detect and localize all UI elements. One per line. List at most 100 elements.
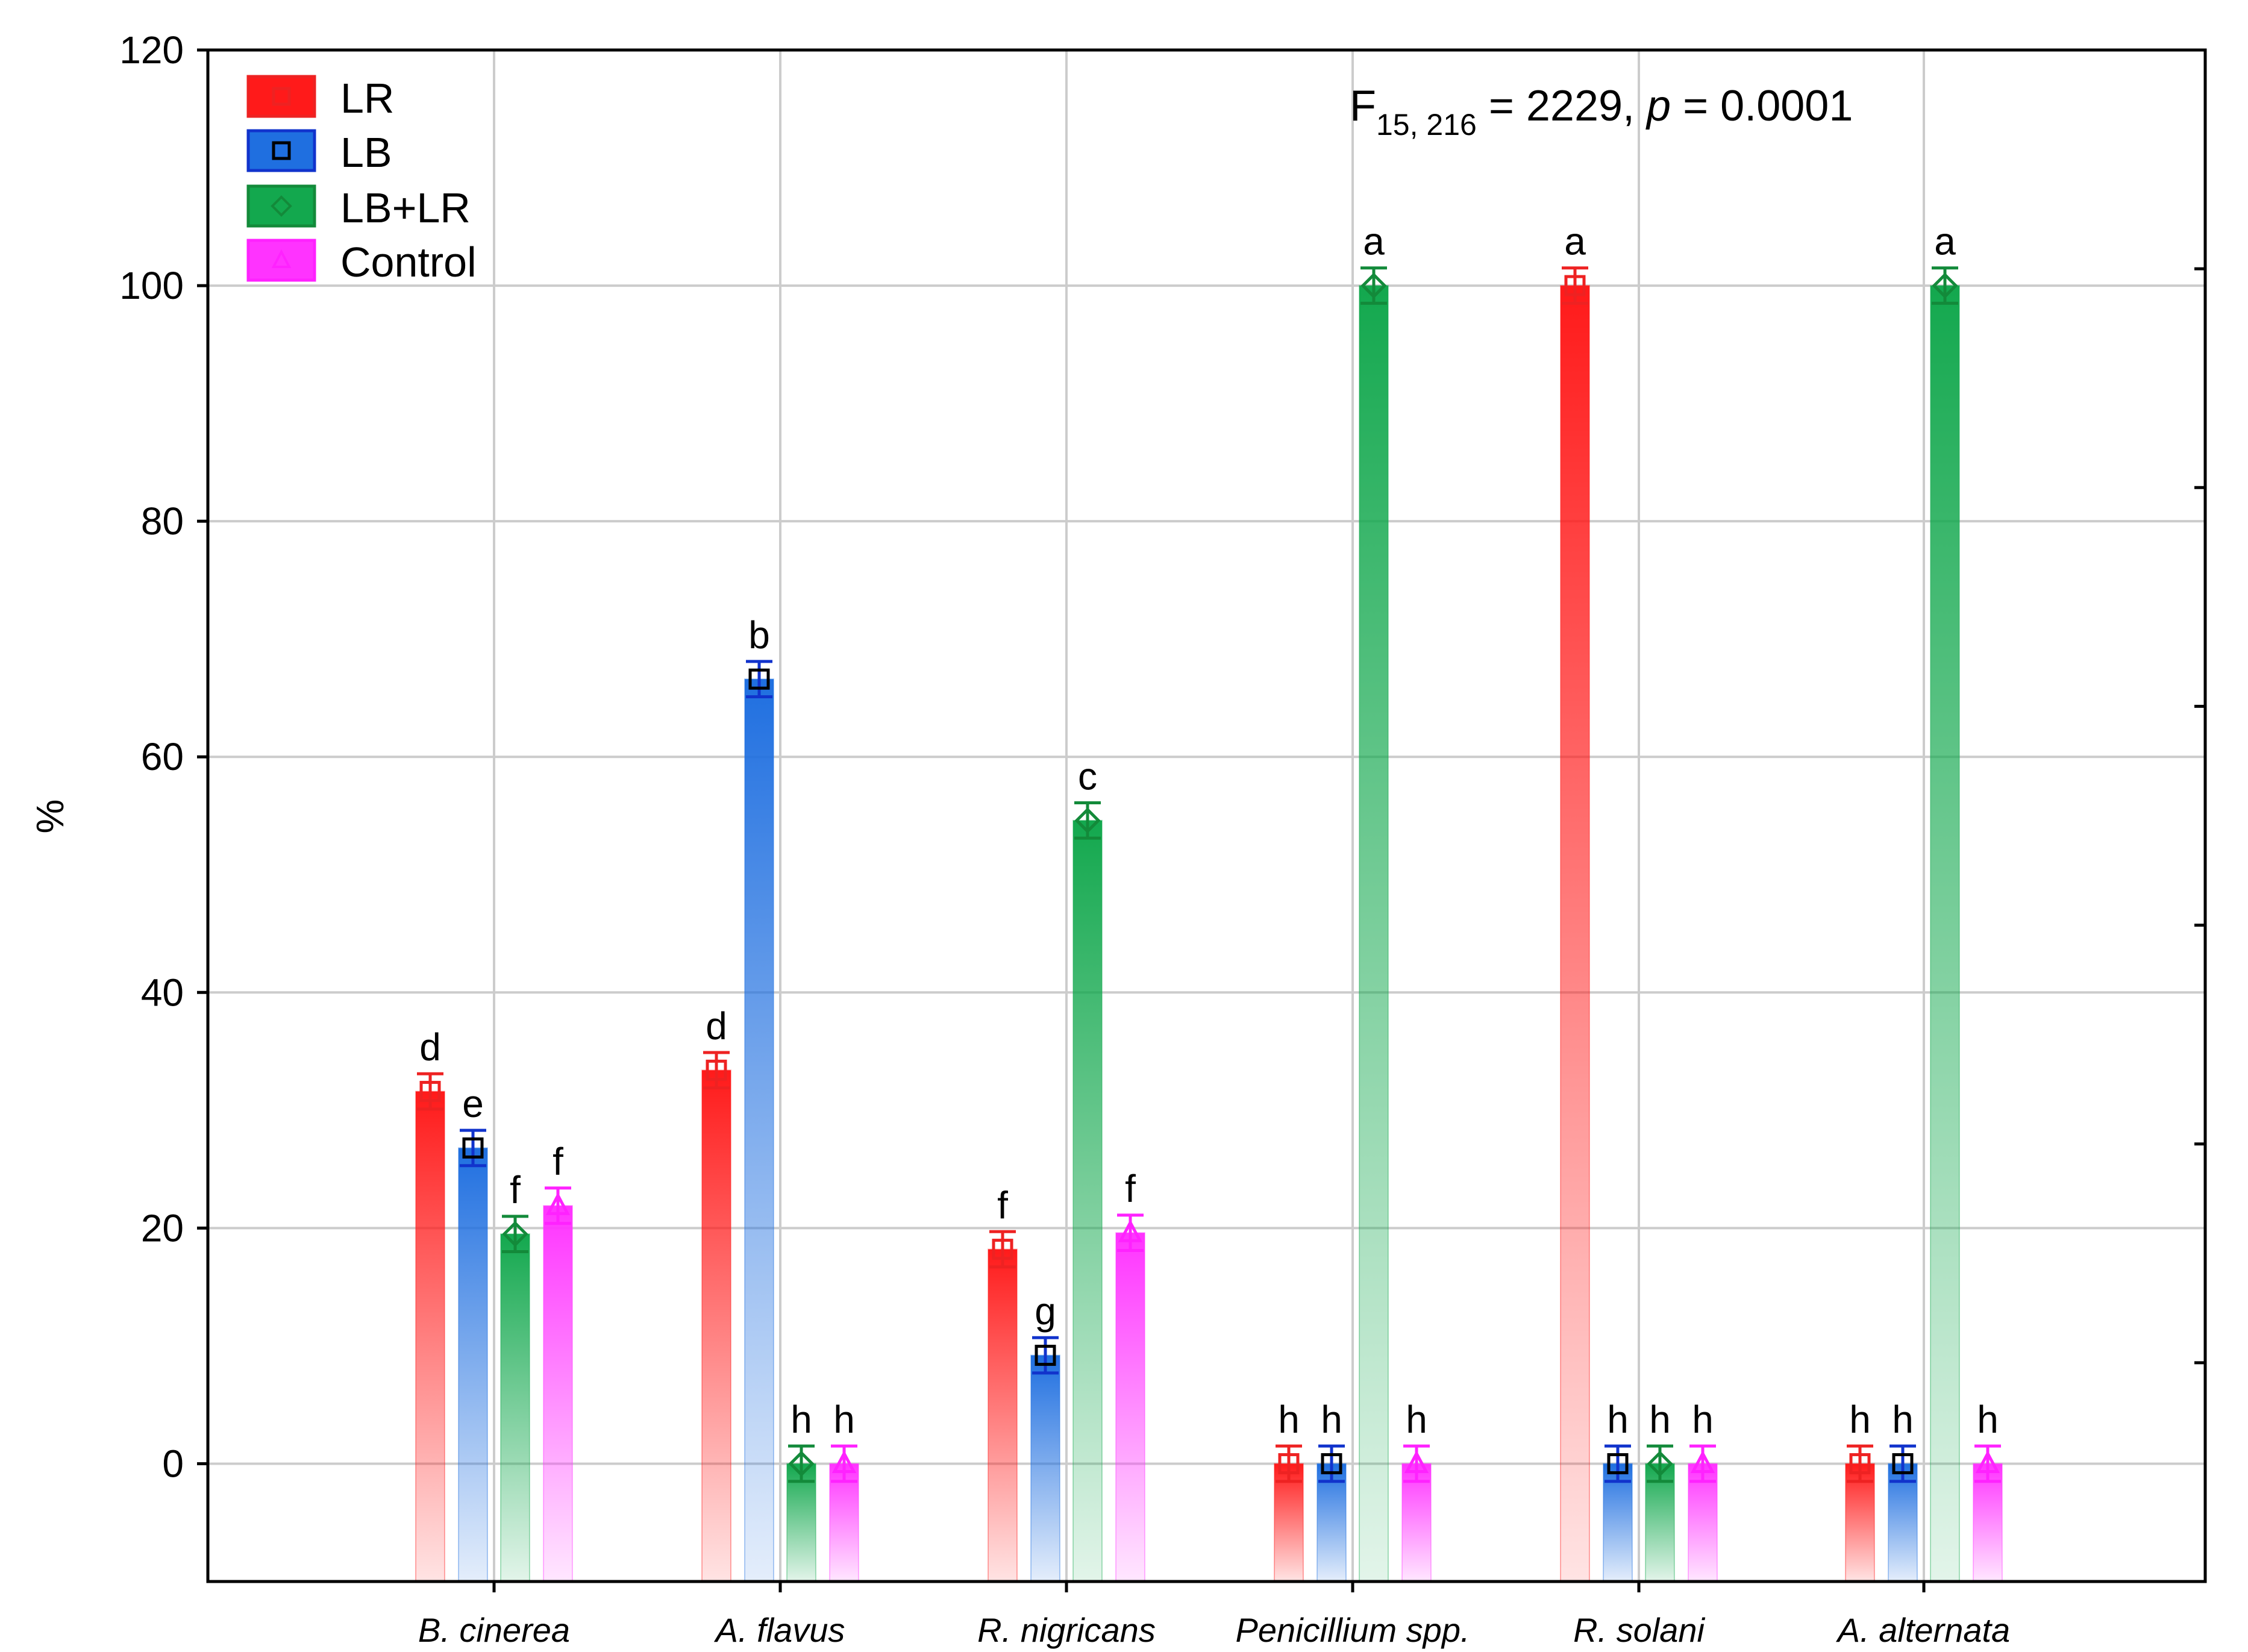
- significance-letter: f: [1125, 1167, 1136, 1210]
- error-bar: [703, 1051, 730, 1090]
- bar-lb-lr-0: [500, 1233, 530, 1583]
- x-category-labels: B. cinerea A. flavus R. nigricans Penicilli…: [418, 1611, 2010, 1649]
- marker-square: [1321, 1453, 1342, 1474]
- y-tick-label: 0: [162, 1442, 184, 1485]
- marker-diamond: [502, 1221, 528, 1247]
- category-label: B. cinerea: [418, 1611, 570, 1649]
- significance-letter: h: [1892, 1398, 1914, 1441]
- bars: [415, 285, 2003, 1583]
- marker-diamond: [1360, 272, 1387, 299]
- bar-lr-0: [415, 1090, 445, 1583]
- bar-lb-lr-2: [1072, 819, 1103, 1582]
- marker-triangle: [1975, 1450, 2000, 1473]
- marker-square: [1849, 1453, 1871, 1474]
- bar-lr-4: [1560, 285, 1590, 1583]
- marker-diamond: [1647, 1450, 1673, 1477]
- legend-item-lb: LB: [246, 129, 392, 176]
- error-bar: [1890, 1444, 1916, 1483]
- y-tick-label: 40: [141, 971, 184, 1014]
- significance-letter: h: [1649, 1398, 1671, 1441]
- error-bars: [417, 266, 2001, 1483]
- bar-lb-1: [744, 678, 774, 1582]
- significance-letter: a: [1934, 220, 1956, 263]
- significance-letter: h: [833, 1398, 855, 1441]
- stat-value: = 2229,: [1477, 82, 1647, 130]
- marker-square: [1035, 1345, 1056, 1366]
- bar-lb-3: [1317, 1463, 1347, 1582]
- category-label: A. alternata: [1836, 1611, 2010, 1649]
- significance-letter: h: [1321, 1398, 1342, 1441]
- marker-diamond: [1932, 272, 1958, 299]
- error-bar: [1562, 266, 1588, 305]
- significance-letter: b: [748, 613, 770, 657]
- significance-letter: f: [997, 1183, 1008, 1227]
- bar-lb-lr-3: [1359, 285, 1389, 1583]
- stat-f: F: [1350, 82, 1376, 130]
- bar-lb-2: [1030, 1354, 1060, 1582]
- legend: LR LB LB+LR Control: [246, 75, 477, 286]
- marker-triangle: [545, 1192, 571, 1215]
- significance-letter: h: [1607, 1398, 1629, 1441]
- stat-df: 15, 216: [1376, 108, 1477, 142]
- significance-letter: h: [1977, 1398, 1999, 1441]
- bar-lb-lr-4: [1645, 1463, 1675, 1582]
- legend-swatch: [246, 239, 316, 282]
- legend-marker-square: [272, 87, 291, 106]
- stat-annotation: F15, 216 = 2229, p = 0.0001: [1350, 82, 1853, 142]
- error-bar: [1318, 1444, 1345, 1483]
- significance-letter: h: [791, 1398, 812, 1441]
- bar-lr-5: [1845, 1463, 1875, 1582]
- legend-swatch: [246, 184, 316, 228]
- marker-square: [462, 1137, 484, 1159]
- marker-diamond: [1074, 807, 1101, 834]
- y-axis-label: %: [28, 799, 72, 834]
- legend-item-lr: LR: [246, 75, 394, 122]
- bar-lr-3: [1274, 1463, 1304, 1582]
- stat-p-value: = 0.0001: [1671, 82, 1853, 130]
- error-bar: [1847, 1444, 1873, 1483]
- legend-marker-diamond: [271, 195, 292, 217]
- y-tick-labels: 0 20 40 60 80 100 120: [119, 28, 184, 1485]
- marker-square: [706, 1059, 727, 1081]
- error-bar: [460, 1128, 486, 1168]
- y-tick-label: 100: [119, 264, 184, 307]
- significance-letter: g: [1035, 1289, 1056, 1333]
- markers: [419, 272, 2000, 1477]
- legend-label: LB+LR: [340, 184, 471, 231]
- y-tick-label: 60: [141, 735, 184, 778]
- marker-square: [1607, 1453, 1629, 1474]
- plot-frame: [206, 48, 2207, 1583]
- significance-letter: d: [419, 1025, 441, 1069]
- legend-label: LR: [340, 75, 394, 122]
- error-bar: [746, 660, 772, 699]
- stat-p: p: [1645, 82, 1671, 130]
- category-label: R. solani: [1573, 1611, 1705, 1649]
- bar-lb-lr-5: [1930, 285, 1960, 1583]
- legend-swatch: [246, 75, 316, 118]
- bar-control-2: [1115, 1232, 1145, 1582]
- marker-diamond: [788, 1450, 815, 1477]
- marker-triangle: [1404, 1450, 1429, 1473]
- marker-square: [1278, 1453, 1300, 1474]
- error-bar: [1605, 1444, 1631, 1483]
- category-label: A. flavus: [714, 1611, 845, 1649]
- bar-control-4: [1688, 1463, 1718, 1582]
- legend-label: LB: [340, 129, 392, 176]
- legend-marker-triangle: [271, 249, 292, 268]
- axes: [197, 48, 2207, 1592]
- legend-marker-square: [272, 141, 291, 160]
- significance-letter: c: [1078, 754, 1097, 798]
- significance-letter: h: [1849, 1398, 1871, 1441]
- marker-triangle: [831, 1450, 857, 1473]
- marker-triangle: [1118, 1219, 1143, 1242]
- bar-lr-2: [988, 1248, 1018, 1582]
- significance-letter: h: [1278, 1398, 1300, 1441]
- significance-letter: f: [553, 1140, 563, 1183]
- legend-label: Control: [340, 239, 477, 286]
- grid-lines: [208, 49, 2205, 1582]
- error-bar: [1276, 1444, 1302, 1483]
- marker-square: [1564, 275, 1586, 296]
- y-tick-label: 120: [119, 28, 184, 72]
